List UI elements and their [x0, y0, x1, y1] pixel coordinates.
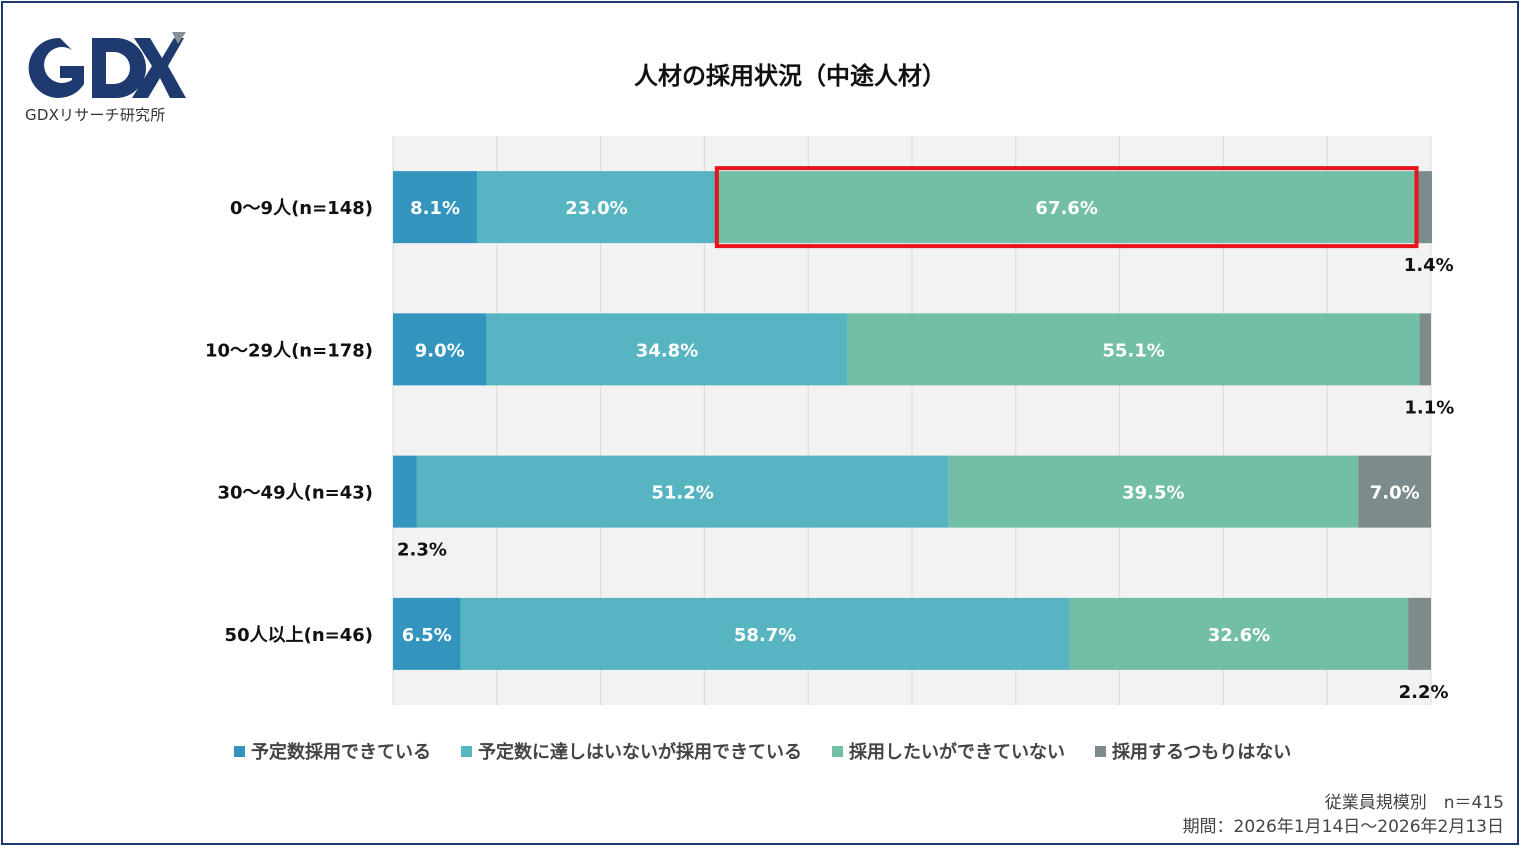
data-label: 1.4% [1404, 255, 1454, 276]
bar-segment [948, 455, 1359, 528]
chart-legend: 予定数採用できている 予定数に達しはいないが採用できている 採用したいができてい… [234, 738, 1291, 764]
legend-label: 予定数採用できている [251, 742, 431, 763]
legend-item-want-but-cannot: 採用したいができていない [832, 738, 1065, 764]
bar-segment [1408, 597, 1431, 670]
period-note: 期間：2026年1月14日〜2026年2月13日 [1182, 817, 1504, 837]
legend-item-no-intention: 採用するつもりはない [1095, 738, 1291, 764]
legend-label: 採用するつもりはない [1112, 742, 1292, 763]
data-label: 39.5% [1122, 483, 1184, 504]
category-label: 50人以上(n=46) [225, 625, 373, 646]
bar-segment [715, 171, 1418, 244]
highlight-box [714, 166, 1419, 249]
bar-segment [1419, 313, 1431, 386]
legend-swatch [1095, 745, 1106, 757]
data-label: 2.3% [397, 540, 447, 561]
bar-segment [1417, 171, 1433, 244]
category-label: 30〜49人(n=43) [218, 483, 374, 504]
chart-title: 人材の採用状況（中途人材） [634, 62, 946, 90]
legend-swatch [832, 745, 843, 757]
legend-swatch [461, 745, 472, 757]
data-label: 8.1% [410, 198, 460, 219]
sample-size-note: 従業員規模別 n＝415 [1324, 793, 1504, 813]
bar-segment [1358, 455, 1431, 528]
bar-segment [460, 597, 1070, 670]
bar-segment [393, 597, 461, 670]
category-label: 10〜29人(n=178) [205, 340, 373, 361]
data-label: 34.8% [636, 340, 698, 361]
gdx-logo [28, 32, 186, 98]
data-label: 55.1% [1102, 340, 1164, 361]
bar-segment [393, 313, 487, 386]
category-label: 0〜9人(n=148) [230, 198, 373, 219]
data-label: 23.0% [565, 198, 627, 219]
data-label: 6.5% [402, 625, 452, 646]
bar-segment [486, 313, 848, 386]
bar-segment [477, 171, 716, 244]
data-label: 32.6% [1208, 625, 1270, 646]
legend-item-planned-hired: 予定数採用できている [234, 738, 431, 764]
bar-segment [416, 455, 949, 528]
data-label: 7.0% [1370, 483, 1420, 504]
legend-swatch [234, 745, 245, 757]
logo-caption: GDXリサーチ研究所 [25, 106, 166, 124]
legend-label: 採用したいができていない [849, 742, 1065, 763]
bar-segment [1069, 597, 1409, 670]
bar-segment [393, 171, 478, 244]
bar-segment [847, 313, 1420, 386]
data-label: 1.1% [1404, 397, 1454, 418]
legend-item-partially-hired: 予定数に達しはいないが採用できている [461, 738, 802, 764]
data-label: 2.2% [1399, 682, 1449, 703]
legend-label: 予定数に達しはいないが採用できている [478, 742, 802, 763]
bar-segment [393, 455, 417, 528]
data-label: 67.6% [1035, 198, 1097, 219]
data-label: 51.2% [651, 483, 713, 504]
data-label: 9.0% [415, 340, 465, 361]
data-label: 58.7% [734, 625, 796, 646]
